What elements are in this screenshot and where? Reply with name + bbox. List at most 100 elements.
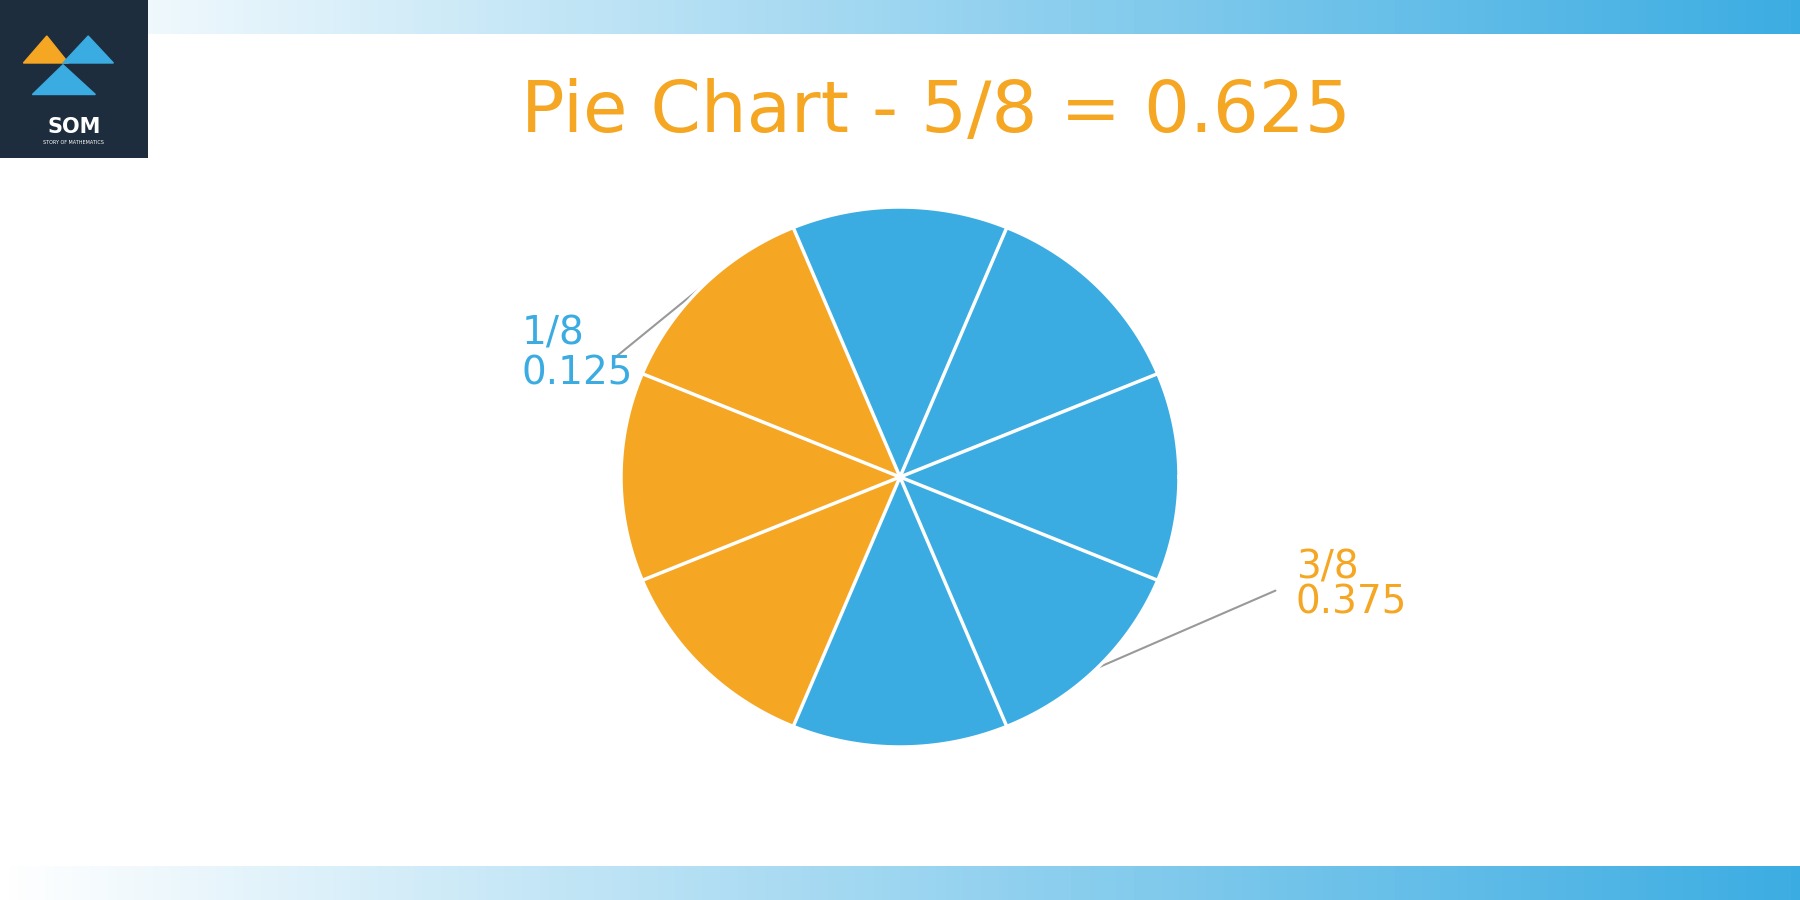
Bar (135, 866, 144, 900)
Text: Pie Chart - 5/8 = 0.625: Pie Chart - 5/8 = 0.625 (520, 78, 1352, 147)
Bar (1323, 866, 1332, 900)
Bar (585, 866, 594, 900)
Bar (486, 0, 495, 34)
Bar (882, 0, 891, 34)
Bar (1449, 0, 1458, 34)
Bar (153, 0, 162, 34)
Polygon shape (794, 207, 1006, 477)
Bar (441, 866, 450, 900)
Bar (1278, 866, 1287, 900)
Bar (1665, 0, 1674, 34)
Bar (1548, 866, 1557, 900)
Bar (342, 0, 351, 34)
Text: STORY OF MATHEMATICS: STORY OF MATHEMATICS (43, 140, 104, 145)
Bar (1647, 866, 1656, 900)
Bar (612, 0, 621, 34)
Bar (1215, 866, 1224, 900)
Bar (54, 0, 63, 34)
Bar (1458, 0, 1467, 34)
Bar (657, 866, 666, 900)
Bar (1161, 866, 1170, 900)
Bar (1791, 866, 1800, 900)
Bar (432, 866, 441, 900)
Bar (1539, 0, 1548, 34)
Bar (666, 866, 675, 900)
Bar (72, 0, 81, 34)
Bar (126, 0, 135, 34)
Bar (153, 866, 162, 900)
Bar (1584, 866, 1593, 900)
Bar (1737, 0, 1746, 34)
Polygon shape (643, 477, 900, 726)
Bar (234, 0, 243, 34)
Bar (171, 866, 180, 900)
Bar (1332, 866, 1341, 900)
Bar (135, 0, 144, 34)
Bar (1764, 866, 1773, 900)
Bar (1341, 866, 1350, 900)
Bar (972, 866, 981, 900)
Bar (1593, 0, 1602, 34)
Bar (108, 0, 117, 34)
Bar (1476, 866, 1485, 900)
Bar (702, 866, 711, 900)
Bar (1260, 866, 1269, 900)
Bar (621, 866, 630, 900)
Bar (1530, 0, 1539, 34)
Bar (1638, 866, 1647, 900)
Bar (117, 866, 126, 900)
Bar (594, 866, 603, 900)
Bar (1377, 866, 1386, 900)
Polygon shape (794, 477, 1006, 747)
Bar (864, 0, 873, 34)
Bar (1422, 0, 1431, 34)
Bar (1485, 866, 1494, 900)
Bar (1656, 866, 1665, 900)
Bar (1125, 866, 1134, 900)
Bar (297, 0, 306, 34)
Bar (1152, 0, 1161, 34)
Bar (1197, 866, 1206, 900)
Bar (1404, 866, 1413, 900)
Bar (495, 866, 504, 900)
Bar (1224, 866, 1233, 900)
Bar (1476, 0, 1485, 34)
Bar (1422, 866, 1431, 900)
Bar (639, 866, 648, 900)
Bar (198, 0, 207, 34)
Bar (828, 866, 837, 900)
Bar (1008, 866, 1017, 900)
Bar (459, 0, 468, 34)
Bar (1773, 0, 1782, 34)
Bar (1188, 866, 1197, 900)
Bar (756, 0, 765, 34)
Bar (1287, 0, 1296, 34)
Bar (27, 0, 36, 34)
Bar (981, 866, 990, 900)
Bar (810, 866, 819, 900)
Bar (1071, 0, 1080, 34)
Bar (63, 866, 72, 900)
Bar (9, 866, 18, 900)
Bar (306, 0, 315, 34)
Bar (1539, 866, 1548, 900)
Bar (855, 0, 864, 34)
Bar (360, 866, 369, 900)
Bar (270, 0, 279, 34)
Bar (18, 0, 27, 34)
Bar (900, 866, 909, 900)
Bar (1359, 0, 1368, 34)
Bar (1467, 0, 1476, 34)
Bar (1026, 0, 1035, 34)
Bar (819, 0, 828, 34)
Bar (189, 866, 198, 900)
Bar (981, 0, 990, 34)
Bar (1755, 866, 1764, 900)
Bar (1431, 866, 1440, 900)
Bar (801, 0, 810, 34)
Bar (54, 866, 63, 900)
Bar (963, 866, 972, 900)
Bar (1098, 0, 1107, 34)
Bar (630, 866, 639, 900)
Bar (1350, 866, 1359, 900)
